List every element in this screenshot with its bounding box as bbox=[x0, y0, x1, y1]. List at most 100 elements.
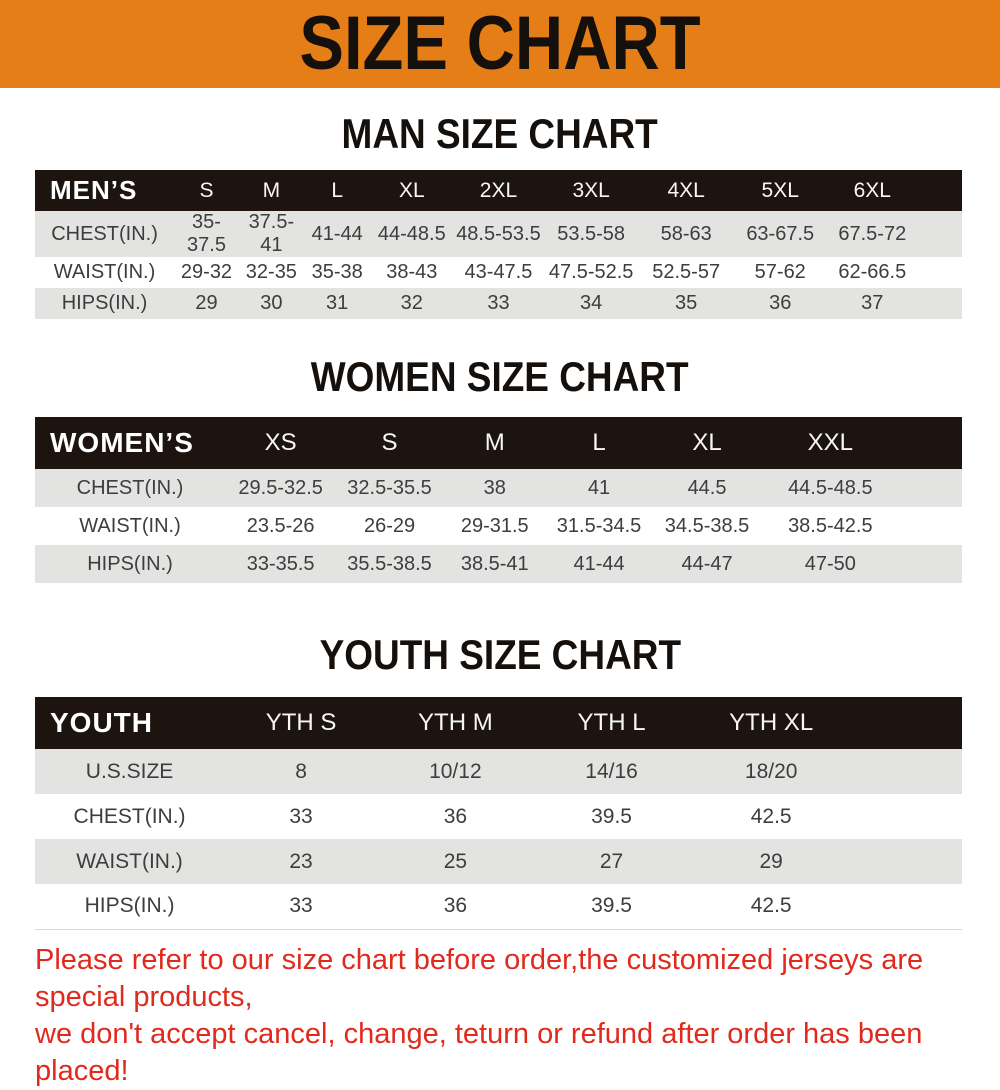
women-col-header: M bbox=[442, 417, 547, 469]
size-cell: 41-44 bbox=[573, 552, 625, 575]
disclaimer: Please refer to our size chart before or… bbox=[35, 942, 962, 1090]
size-cell: 57-62 bbox=[754, 261, 806, 283]
women-header-row: WOMEN’S XS S M L XL XXL bbox=[35, 417, 962, 469]
men-col-header: M bbox=[238, 170, 304, 211]
size-cell: 32-35 bbox=[245, 261, 297, 283]
section-men: MAN SIZE CHART MEN’S S M L XL 2XL 3XL 4X… bbox=[0, 112, 1000, 319]
size-cell: 35 bbox=[675, 292, 698, 314]
section-youth: YOUTH SIZE CHART YOUTH YTH S YTH M YTH L… bbox=[0, 633, 1000, 930]
size-cell: 33 bbox=[224, 884, 378, 930]
row-label: HIPS(IN.) bbox=[87, 552, 173, 575]
size-cell: 33 bbox=[289, 804, 313, 828]
size-cell: 63-67.5 bbox=[746, 222, 815, 245]
size-cell: 10/12 bbox=[429, 759, 482, 783]
youth-heading-wrap: YOUTH SIZE CHART bbox=[0, 633, 1000, 677]
row-label: WAIST(IN.) bbox=[53, 261, 156, 283]
disclaimer-line-1: Please refer to our size chart before or… bbox=[35, 943, 924, 1013]
row-label: WAIST(IN.) bbox=[76, 849, 183, 873]
size-cell: 39.5 bbox=[532, 884, 691, 930]
section-women: WOMEN SIZE CHART WOMEN’S XS S M L XL XXL bbox=[0, 355, 1000, 583]
size-cell: 29 bbox=[195, 292, 218, 314]
size-cell: 36 bbox=[377, 884, 533, 930]
size-cell: 44.5-48.5 bbox=[788, 476, 873, 499]
size-cell: 29.5-32.5 bbox=[238, 476, 323, 499]
size-cell: 67.5-72 bbox=[838, 222, 907, 245]
size-cell: 44.5 bbox=[687, 476, 727, 499]
size-cell: 38 bbox=[483, 476, 506, 499]
women-col-header: L bbox=[546, 417, 652, 469]
size-cell: 32 bbox=[400, 292, 423, 314]
row-label: CHEST(IN.) bbox=[73, 804, 186, 828]
men-col-header: XL bbox=[370, 170, 454, 211]
size-cell: 29-31.5 bbox=[460, 514, 529, 537]
size-cell: 44-47 bbox=[681, 552, 733, 575]
row-label: U.S.SIZE bbox=[85, 759, 174, 783]
youth-col-header: YTH XL bbox=[690, 697, 962, 749]
size-cell: 41 bbox=[587, 476, 611, 499]
size-cell: 33 bbox=[487, 292, 510, 314]
men-col-header: 5XL bbox=[733, 170, 827, 211]
size-cell: 31.5-34.5 bbox=[556, 514, 642, 537]
size-cell: 32.5-35.5 bbox=[347, 476, 432, 499]
size-cell: 18/20 bbox=[744, 759, 798, 783]
size-cell: 37 bbox=[861, 292, 884, 314]
table-row: U.S.SIZE 8 10/12 14/16 18/20 bbox=[35, 749, 962, 794]
men-col-header: 3XL bbox=[543, 170, 639, 211]
men-col-header: 4XL bbox=[638, 170, 734, 211]
banner-title: SIZE CHART bbox=[299, 1, 701, 86]
table-row: WAIST(IN.) 23 25 27 29 bbox=[35, 839, 962, 884]
size-cell: 47.5-52.5 bbox=[548, 261, 634, 283]
table-row: HIPS(IN.) 33 36 39.5 42.5 bbox=[35, 884, 962, 930]
row-label: HIPS(IN.) bbox=[61, 292, 148, 314]
row-label: WAIST(IN.) bbox=[79, 514, 181, 537]
youth-col-header: YTH L bbox=[532, 697, 691, 749]
row-label: HIPS(IN.) bbox=[35, 884, 225, 930]
size-cell: 58-63 bbox=[660, 222, 712, 245]
table-row: WAIST(IN.) 23.5-26 26-29 29-31.5 31.5-34… bbox=[35, 507, 962, 545]
women-heading-wrap: WOMEN SIZE CHART bbox=[0, 355, 1000, 399]
size-cell: 62-66.5 bbox=[838, 261, 907, 283]
women-col-header: XL bbox=[651, 417, 763, 469]
row-label: CHEST(IN.) bbox=[51, 222, 158, 245]
size-cell: 48.5-53.5 bbox=[456, 222, 541, 245]
youth-header-row: YOUTH YTH S YTH M YTH L YTH XL bbox=[35, 697, 962, 749]
size-cell: 30 bbox=[260, 292, 283, 314]
size-cell: 47-50 bbox=[804, 552, 856, 575]
row-label: CHEST(IN.) bbox=[76, 476, 184, 499]
size-cell: 41-44 bbox=[311, 222, 363, 245]
size-cell: 42.5 bbox=[750, 804, 792, 828]
men-col-header: 6XL bbox=[826, 170, 962, 211]
size-cell: 23 bbox=[289, 849, 313, 873]
size-cell: 43-47.5 bbox=[464, 261, 533, 283]
size-cell: 35-38 bbox=[311, 261, 363, 283]
table-row: CHEST(IN.) 33 36 39.5 42.5 bbox=[35, 794, 962, 839]
youth-table-title: YOUTH bbox=[35, 697, 225, 749]
youth-size-table: YOUTH YTH S YTH M YTH L YTH XL U.S.SIZE … bbox=[35, 697, 962, 930]
women-table-title: WOMEN’S bbox=[35, 417, 226, 469]
table-row: HIPS(IN.) 33-35.5 35.5-38.5 38.5-41 41-4… bbox=[35, 545, 962, 583]
youth-section-heading: YOUTH SIZE CHART bbox=[319, 631, 681, 678]
men-heading-wrap: MAN SIZE CHART bbox=[0, 112, 1000, 156]
size-cell: 31 bbox=[326, 292, 349, 314]
size-cell: 34 bbox=[580, 292, 603, 314]
table-row: WAIST(IN.) 29-32 32-35 35-38 38-43 43-47… bbox=[35, 257, 962, 288]
youth-col-header: YTH M bbox=[377, 697, 533, 749]
size-cell: 35-37.5 bbox=[187, 211, 226, 256]
banner: SIZE CHART bbox=[0, 0, 1000, 88]
table-row: HIPS(IN.) 29 30 31 32 33 34 35 36 37 bbox=[35, 288, 962, 319]
men-size-table: MEN’S S M L XL 2XL 3XL 4XL 5XL 6XL CHEST… bbox=[35, 170, 962, 319]
size-cell: 38.5-42.5 bbox=[788, 514, 873, 537]
size-cell: 37.5-41 bbox=[248, 211, 295, 256]
size-cell: 44-48.5 bbox=[377, 222, 446, 245]
size-cell: 42.5 bbox=[690, 884, 962, 930]
size-cell: 52.5-57 bbox=[652, 261, 721, 283]
men-header-row: MEN’S S M L XL 2XL 3XL 4XL 5XL 6XL bbox=[35, 170, 962, 211]
size-cell: 29-32 bbox=[180, 261, 233, 283]
men-col-header: 2XL bbox=[453, 170, 544, 211]
size-cell: 35.5-38.5 bbox=[347, 552, 432, 575]
men-table-title: MEN’S bbox=[35, 170, 175, 211]
size-cell: 23.5-26 bbox=[246, 514, 315, 537]
size-cell: 25 bbox=[443, 849, 468, 873]
youth-col-header: YTH S bbox=[224, 697, 378, 749]
